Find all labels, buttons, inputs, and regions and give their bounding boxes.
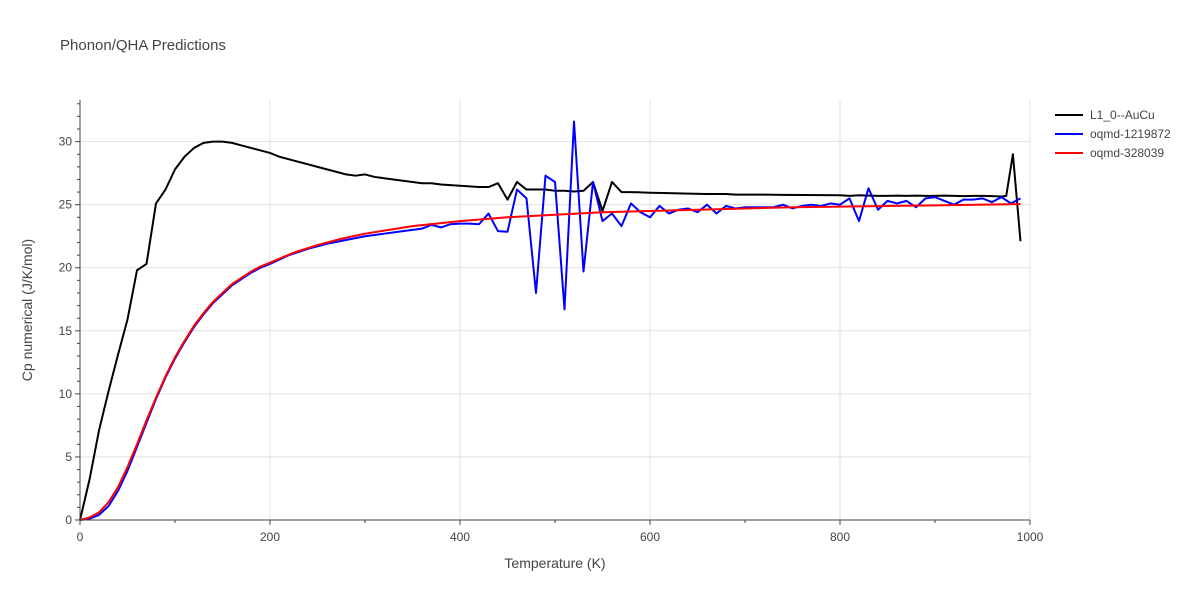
series-line-L1_0--AuCu	[79, 140, 1022, 521]
series-line-oqmd-1219872	[79, 120, 1021, 521]
legend-label: L1_0--AuCu	[1090, 108, 1155, 122]
grid	[80, 100, 1031, 520]
axes: 0 200 400 600 800 1000 0 5 10 15 20 25 30	[59, 100, 1044, 544]
y-tick-label: 10	[59, 387, 73, 401]
x-tick-label: 400	[450, 530, 470, 544]
legend-label: oqmd-1219872	[1090, 127, 1171, 141]
chart-title: Phonon/QHA Predictions	[60, 37, 226, 54]
plot-area	[79, 120, 1022, 521]
y-tick-label: 20	[59, 261, 73, 275]
y-tick-label: 5	[65, 450, 72, 464]
y-tick-label: 0	[65, 513, 72, 527]
x-tick-label: 0	[77, 530, 84, 544]
legend-item-oqmd-1219872[interactable]: oqmd-1219872	[1055, 127, 1171, 141]
series-line-oqmd-328039	[79, 203, 1021, 521]
x-tick-label: 800	[830, 530, 850, 544]
x-tick-label: 200	[260, 530, 280, 544]
legend[interactable]: L1_0--AuCu oqmd-1219872 oqmd-328039	[1055, 108, 1171, 160]
legend-label: oqmd-328039	[1090, 146, 1164, 160]
x-axis-title: Temperature (K)	[504, 555, 605, 571]
legend-item-L1_0--AuCu[interactable]: L1_0--AuCu	[1055, 108, 1155, 122]
x-tick-label: 600	[640, 530, 660, 544]
y-axis-title: Cp numerical (J/K/mol)	[19, 239, 35, 381]
x-tick-label: 1000	[1017, 530, 1044, 544]
y-tick-label: 25	[59, 198, 73, 212]
legend-item-oqmd-328039[interactable]: oqmd-328039	[1055, 146, 1164, 160]
y-tick-label: 30	[59, 135, 73, 149]
y-tick-label: 15	[59, 324, 73, 338]
